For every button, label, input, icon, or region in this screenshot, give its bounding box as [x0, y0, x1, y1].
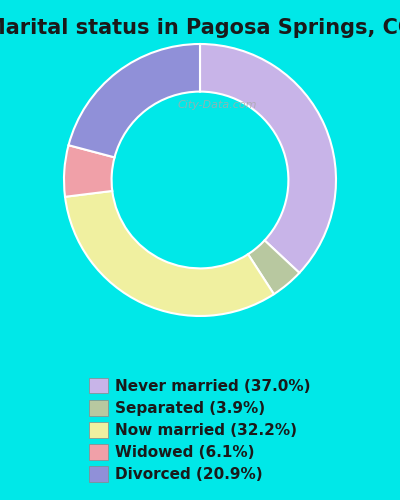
- Text: Marital status in Pagosa Springs, CO: Marital status in Pagosa Springs, CO: [0, 18, 400, 38]
- Wedge shape: [64, 145, 114, 197]
- Wedge shape: [65, 191, 274, 316]
- Text: City-Data.com: City-Data.com: [177, 100, 257, 110]
- Legend: Never married (37.0%), Separated (3.9%), Now married (32.2%), Widowed (6.1%), Di: Never married (37.0%), Separated (3.9%),…: [82, 370, 318, 490]
- Wedge shape: [68, 44, 200, 158]
- Wedge shape: [200, 44, 336, 273]
- Wedge shape: [248, 240, 299, 294]
